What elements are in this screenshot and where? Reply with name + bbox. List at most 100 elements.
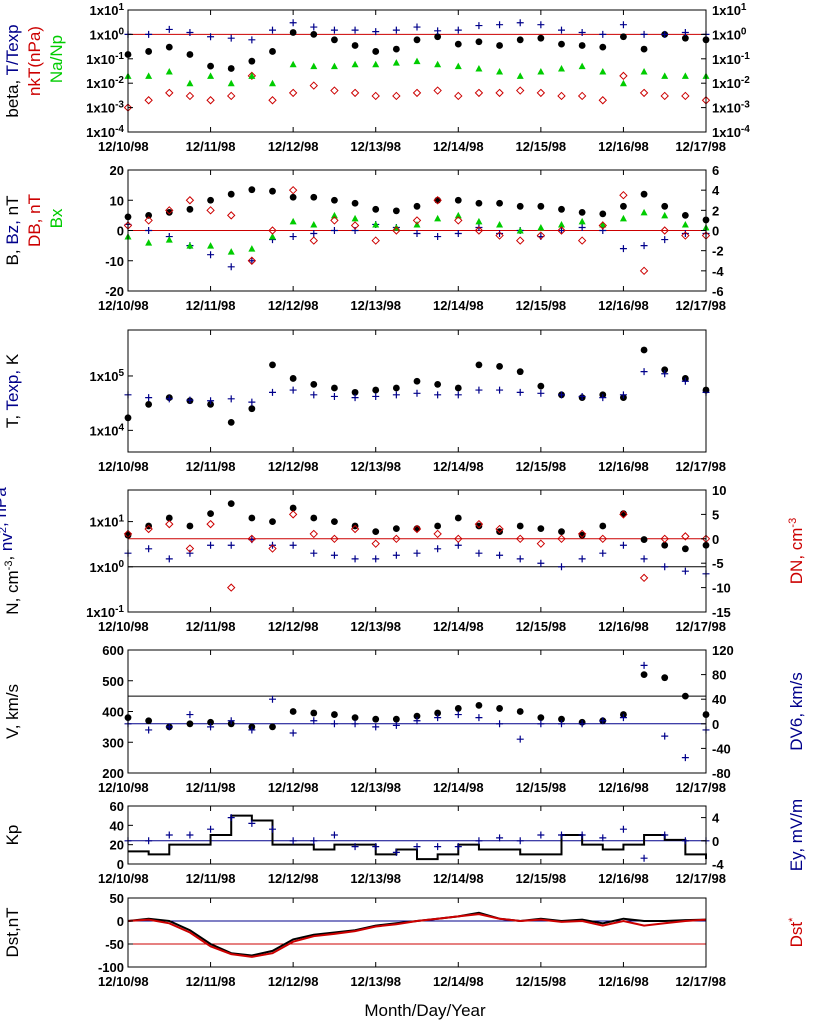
- y-tick-label: 10: [110, 193, 124, 208]
- x-tick-label: 12/16/98: [598, 871, 649, 886]
- series-2: [124, 661, 710, 762]
- data-point: [434, 522, 442, 530]
- data-point: [640, 346, 648, 354]
- y2-tick-label: 2: [712, 203, 719, 218]
- y2-tick-label: -15: [712, 605, 731, 620]
- data-point: [599, 717, 607, 725]
- data-point: [516, 202, 524, 210]
- data-point: [619, 21, 627, 29]
- data-point: [660, 226, 669, 235]
- data-point: [227, 34, 235, 42]
- data-point: [392, 391, 400, 399]
- data-point: [268, 544, 277, 553]
- x-axis-title: Month/Day/Year: [364, 1001, 486, 1020]
- data-point: [185, 91, 195, 101]
- panel-7: 12/10/98 12/11/98 12/12/98 12/13/98 12/14/98…: [98, 891, 726, 989]
- data-point: [558, 205, 565, 213]
- y-tick-label: 1x10-1: [86, 604, 124, 620]
- y-tick-label: 1x10-1: [86, 51, 124, 67]
- data-point: [434, 60, 442, 68]
- data-point: [351, 714, 359, 722]
- data-point: [577, 529, 587, 539]
- x-tick-label: 12/12/98: [268, 974, 319, 989]
- data-point: [495, 524, 504, 534]
- data-point: [309, 81, 318, 90]
- y-tick-label: 1x100: [90, 559, 125, 575]
- data-point: [289, 375, 297, 382]
- data-point: [537, 831, 545, 839]
- data-point: [681, 211, 689, 219]
- data-point: [392, 715, 400, 723]
- data-point: [186, 242, 194, 249]
- data-point: [145, 72, 153, 79]
- data-point: [599, 30, 607, 38]
- data-point: [558, 831, 565, 839]
- data-point: [207, 72, 215, 79]
- data-point: [413, 57, 421, 65]
- data-point: [496, 551, 504, 559]
- data-point: [207, 718, 214, 726]
- data-point: [599, 834, 607, 842]
- data-point: [372, 843, 380, 851]
- data-point: [537, 68, 545, 75]
- y2-tick-label: 120: [712, 643, 734, 658]
- data-point: [207, 196, 214, 204]
- y2-tick-label: 10: [712, 483, 726, 498]
- data-point: [681, 230, 689, 238]
- data-point: [661, 541, 669, 549]
- data-point: [310, 709, 318, 717]
- data-point: [165, 519, 174, 529]
- data-point: [640, 555, 648, 563]
- data-point: [536, 88, 546, 98]
- data-point: [310, 391, 318, 399]
- data-point: [310, 549, 318, 557]
- data-point: [413, 36, 421, 44]
- data-point: [516, 555, 524, 563]
- data-point: [413, 712, 421, 720]
- data-point: [639, 88, 649, 98]
- data-point: [413, 377, 421, 385]
- data-point: [392, 848, 400, 856]
- data-point: [661, 30, 669, 38]
- data-point: [537, 382, 545, 390]
- data-point: [248, 819, 256, 827]
- data-point: [331, 711, 338, 718]
- data-point: [454, 230, 462, 238]
- series-1: [127, 911, 707, 957]
- y2-tick-label: 1x10-2: [712, 75, 750, 91]
- data-point: [557, 226, 566, 235]
- data-point: [516, 36, 524, 44]
- x-tick-label: 12/12/98: [268, 871, 319, 886]
- data-point: [207, 723, 215, 731]
- data-point: [578, 720, 586, 728]
- x-tick-label: 12/13/98: [350, 298, 401, 313]
- x-tick-label: 12/14/98: [433, 871, 484, 886]
- y2-tick-label: 1x10-4: [712, 124, 750, 140]
- data-point: [330, 831, 338, 839]
- data-point: [351, 60, 359, 68]
- x-tick-label: 12/10/98: [98, 298, 149, 313]
- data-point: [496, 362, 503, 370]
- data-point: [330, 26, 338, 34]
- y2-tick-label: 80: [712, 668, 726, 683]
- x-tick-label: 12/11/98: [186, 974, 236, 989]
- data-point: [269, 26, 276, 34]
- data-point: [392, 26, 400, 34]
- y2-tick-label: 0: [712, 717, 719, 732]
- x-tick-label: 12/17/98: [675, 974, 726, 989]
- data-point: [599, 43, 607, 51]
- data-point: [310, 193, 318, 201]
- data-point: [186, 549, 194, 557]
- y2-axis-label: DV6, km/s: [787, 672, 806, 750]
- data-point: [496, 199, 503, 207]
- data-point: [495, 88, 504, 98]
- x-tick-label: 12/11/98: [186, 139, 236, 154]
- y-axis-label: beta, T/Texp: [3, 24, 22, 117]
- data-point: [640, 671, 648, 678]
- data-point: [640, 208, 648, 216]
- y-tick-label: -100: [98, 960, 124, 975]
- panel-6: 12/10/98 12/11/98 12/12/98 12/13/98 12/14/98…: [98, 799, 726, 886]
- data-point: [454, 26, 462, 34]
- data-point: [434, 843, 442, 851]
- data-point: [207, 33, 215, 41]
